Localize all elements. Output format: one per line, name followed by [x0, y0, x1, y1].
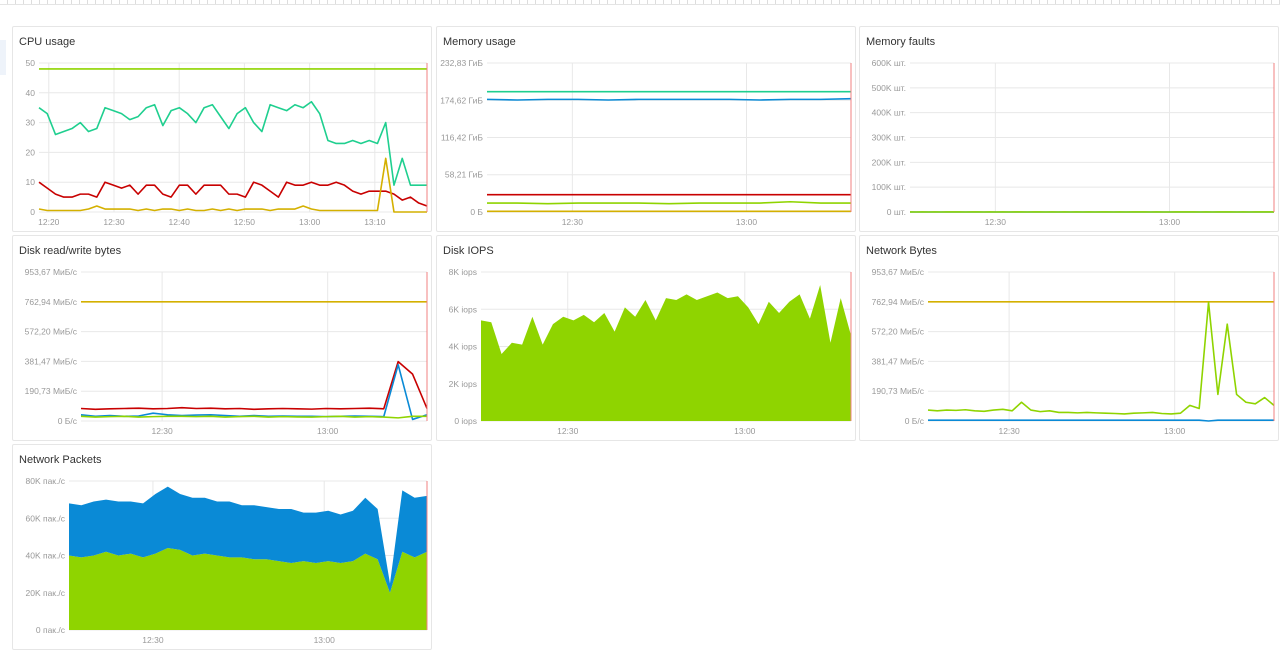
y-tick-label: 2K iops — [449, 379, 477, 389]
iops-chart: 0 iops 2K iops 4K iops 6K iops 8K iops 12:30 1… — [449, 267, 852, 436]
series-line-write — [80, 360, 428, 411]
y-tick-label: 572,20 МиБ/с — [25, 327, 78, 337]
series-line-usage — [38, 100, 427, 186]
x-tick-label: 13:00 — [299, 217, 321, 227]
faults-chart: 0 шт. 100K шт. 200K шт. 300K шт. 400K шт. 500… — [872, 58, 1275, 227]
y-tick-label: 762,94 МиБ/с — [872, 297, 925, 307]
y-tick-label: 232,83 ГиБ — [440, 58, 483, 68]
y-tick-label: 4K iops — [449, 342, 477, 352]
panel-title: Memory usage — [443, 36, 516, 48]
x-tick-label: 12:30 — [142, 635, 164, 645]
panel-title: Network Bytes — [866, 245, 937, 257]
netbytes-chart: 0 Б/с 190,73 МиБ/с 381,47 МиБ/с 572,20 МиБ/… — [872, 267, 1275, 436]
y-tick-label: 0 шт. — [887, 207, 906, 217]
x-tick-label: 12:20 — [38, 217, 60, 227]
x-tick-label: 12:30 — [998, 426, 1020, 436]
x-tick-label: 12:30 — [151, 426, 173, 436]
y-tick-label: 190,73 МиБ/с — [872, 386, 925, 396]
panel-title: Network Packets — [19, 454, 102, 466]
y-tick-label: 300K шт. — [872, 133, 906, 143]
series-line-iowait — [38, 157, 427, 213]
y-tick-label: 762,94 МиБ/с — [25, 297, 78, 307]
y-tick-label: 80K пак./с — [25, 476, 65, 486]
panel-title: Disk IOPS — [443, 245, 494, 257]
packets-chart: 0 пак./с 20K пак./с 40K пак./с 60K пак./с 80… — [25, 476, 428, 645]
y-tick-label: 0 Б/с — [905, 416, 925, 426]
series-line-read — [80, 363, 428, 421]
x-tick-label: 13:00 — [317, 426, 339, 436]
series-line-tx — [928, 419, 1274, 422]
y-tick-label: 381,47 МиБ/с — [872, 356, 925, 366]
x-tick-label: 13:00 — [1164, 426, 1186, 436]
x-tick-label: 13:00 — [314, 635, 336, 645]
y-tick-label: 20K пак./с — [25, 588, 65, 598]
sidebar-edge — [0, 40, 6, 75]
y-tick-label: 8K iops — [449, 267, 477, 277]
y-tick-label: 400K шт. — [872, 108, 906, 118]
x-tick-label: 13:00 — [1159, 217, 1181, 227]
panel-iops[interactable]: 0 iops 2K iops 4K iops 6K iops 8K iops 12:30 1… — [436, 235, 856, 441]
panel-packets[interactable]: 0 пак./с 20K пак./с 40K пак./с 60K пак./с 80… — [12, 444, 432, 650]
y-tick-label: 953,67 МиБ/с — [872, 267, 925, 277]
panel-mem[interactable]: 0 Б 58,21 ГиБ 116,42 ГиБ 174,62 ГиБ 232,83 Г… — [436, 26, 856, 232]
y-tick-label: 500K шт. — [872, 83, 906, 93]
x-tick-label: 13:10 — [364, 217, 386, 227]
y-tick-label: 30 — [26, 118, 36, 128]
y-tick-label: 60K пак./с — [25, 513, 65, 523]
series-area-tx — [69, 486, 427, 593]
y-tick-label: 0 пак./с — [36, 625, 66, 635]
x-tick-label: 12:30 — [557, 426, 579, 436]
series-line-free — [487, 200, 851, 205]
cpu-chart: 0 10 20 30 40 50 12:20 12:30 12:40 12:50 13:00 13:1… — [26, 58, 428, 227]
y-tick-label: 190,73 МиБ/с — [25, 386, 78, 396]
x-tick-label: 13:00 — [736, 217, 758, 227]
x-tick-label: 12:50 — [234, 217, 256, 227]
y-tick-label: 572,20 МиБ/с — [872, 327, 925, 337]
y-tick-label: 40 — [26, 88, 36, 98]
x-tick-label: 12:30 — [103, 217, 125, 227]
series-line-used — [486, 97, 852, 101]
panel-cpu[interactable]: 0 10 20 30 40 50 12:20 12:30 12:40 12:50 13:00 13:1… — [12, 26, 432, 232]
series-line-ops — [80, 415, 427, 419]
series-area-iops — [481, 285, 851, 421]
y-tick-label: 0 iops — [454, 416, 477, 426]
series-line-system — [38, 181, 428, 207]
timeline-strip[interactable] — [0, 0, 1280, 5]
x-tick-label: 13:00 — [734, 426, 756, 436]
y-tick-label: 953,67 МиБ/с — [25, 267, 78, 277]
panel-disk[interactable]: 0 Б/с 190,73 МиБ/с 381,47 МиБ/с 572,20 МиБ/… — [12, 235, 432, 441]
x-tick-label: 12:40 — [169, 217, 191, 227]
x-tick-label: 12:30 — [985, 217, 1007, 227]
mem-chart: 0 Б 58,21 ГиБ 116,42 ГиБ 174,62 ГиБ 232,83 Г… — [440, 58, 852, 227]
panel-title: Memory faults — [866, 36, 936, 48]
y-tick-label: 58,21 ГиБ — [445, 170, 484, 180]
panel-faults[interactable]: 0 шт. 100K шт. 200K шт. 300K шт. 400K шт. 500… — [859, 26, 1279, 232]
panel-netbytes[interactable]: 0 Б/с 190,73 МиБ/с 381,47 МиБ/с 572,20 МиБ/… — [859, 235, 1279, 441]
y-tick-label: 40K пак./с — [25, 551, 65, 561]
y-tick-label: 50 — [26, 58, 36, 68]
y-tick-label: 0 — [30, 207, 35, 217]
y-tick-label: 6K iops — [449, 304, 477, 314]
panel-title: CPU usage — [19, 36, 76, 48]
x-tick-label: 12:30 — [562, 217, 584, 227]
y-tick-label: 100K шт. — [872, 182, 906, 192]
y-tick-label: 116,42 ГиБ — [441, 132, 484, 142]
y-tick-label: 0 Б — [470, 207, 483, 217]
y-tick-label: 174,62 ГиБ — [440, 95, 483, 105]
y-tick-label: 10 — [26, 177, 36, 187]
y-tick-label: 20 — [26, 147, 36, 157]
series-area-rx — [69, 548, 427, 630]
panel-title: Disk read/write bytes — [19, 245, 122, 257]
y-tick-label: 600K шт. — [872, 58, 906, 68]
y-tick-label: 0 Б/с — [58, 416, 78, 426]
y-tick-label: 200K шт. — [872, 157, 906, 167]
series-line-rx — [927, 301, 1275, 415]
disk-chart: 0 Б/с 190,73 МиБ/с 381,47 МиБ/с 572,20 МиБ/… — [25, 267, 428, 436]
y-tick-label: 381,47 МиБ/с — [25, 356, 78, 366]
